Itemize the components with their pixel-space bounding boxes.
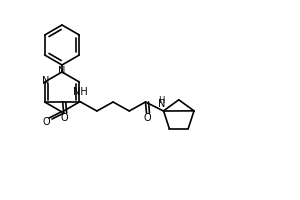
Text: NH: NH (73, 87, 88, 97)
Text: O: O (42, 117, 50, 127)
Text: N: N (158, 99, 165, 109)
Text: H: H (158, 96, 165, 105)
Text: N: N (58, 66, 66, 76)
Text: O: O (144, 113, 151, 123)
Text: N: N (42, 76, 50, 86)
Text: O: O (61, 113, 68, 123)
